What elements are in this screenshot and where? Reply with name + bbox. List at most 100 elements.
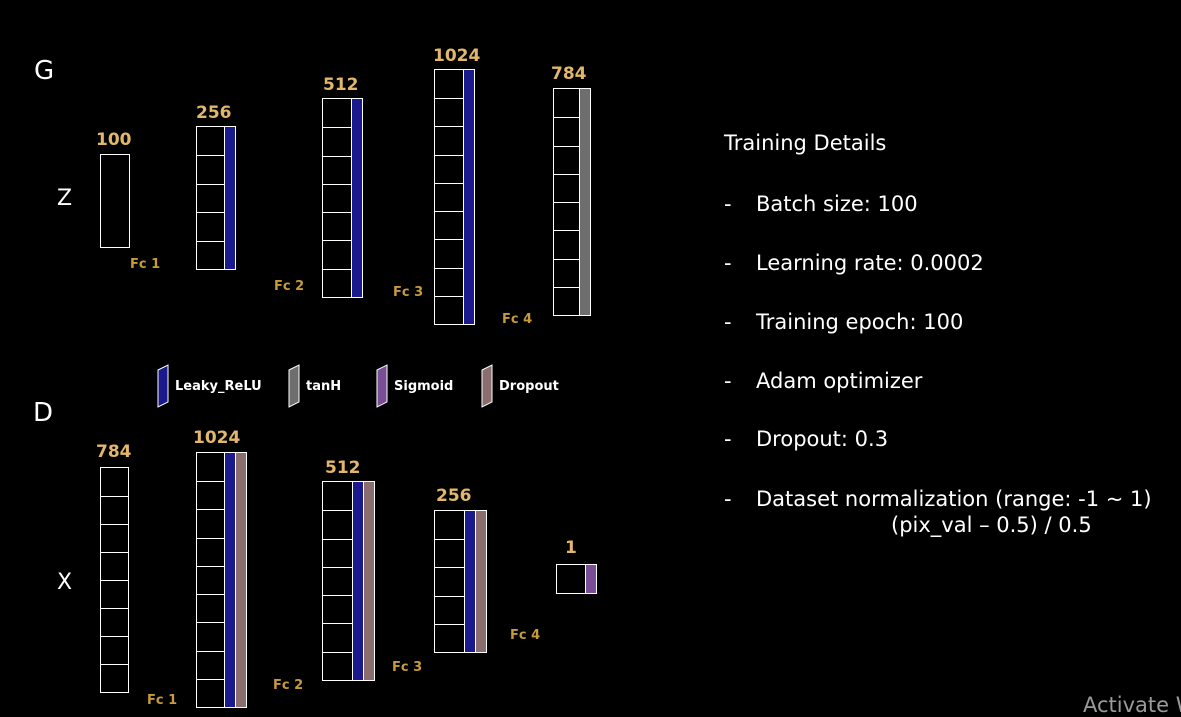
neuron-divider [101,636,128,637]
legend-label: Sigmoid [394,378,454,394]
neuron-divider [197,594,224,595]
g-layer-size-label: 512 [323,75,359,95]
tanh-strip [579,89,590,315]
neuron-divider [101,580,128,581]
neuron-divider [435,183,463,184]
g-layer-1 [100,154,130,248]
dropout-strip [475,511,486,652]
neuron-divider [435,567,464,568]
neuron-divider [323,212,351,213]
detail-text: Dropout: 0.3 [756,427,889,451]
neuron-divider [323,623,352,624]
g-fc-label: Fc 4 [502,312,533,327]
neuron-divider [554,174,579,175]
d-layer-size-label: 512 [325,458,361,478]
leaky-relu-strip [224,453,235,707]
dropout-swatch-icon [481,364,493,408]
neuron-divider [101,524,128,525]
discriminator-input-label: X [57,570,73,595]
g-layer-size-label: 100 [96,130,132,150]
g-layer-4 [434,69,475,325]
d-layer-size-label: 256 [436,486,472,506]
neuron-divider [323,240,351,241]
neuron-divider [435,126,463,127]
neuron-divider [323,567,352,568]
neuron-divider [101,608,128,609]
detail-text: Learning rate: 0.0002 [756,251,984,275]
neuron-divider [554,230,579,231]
neuron-divider [197,651,224,652]
d-layer-5 [556,564,597,594]
leaky-relu-strip [224,127,235,269]
neuron-divider [323,127,351,128]
neuron-divider [197,538,224,539]
detail-text: Dataset normalization (range: -1 ~ 1) [756,487,1152,511]
neuron-divider [435,296,463,297]
leaky-relu-strip [351,99,362,297]
neuron-divider [435,98,463,99]
neuron-divider [435,268,463,269]
detail-text: Batch size: 100 [756,192,918,216]
leaky-relu-strip [464,511,475,652]
g-layer-size-label: 784 [551,64,587,84]
d-layer-1 [100,467,129,693]
d-layer-4 [434,510,487,653]
neuron-divider [101,552,128,553]
neuron-divider [435,155,463,156]
bullet-dash: - [724,192,732,216]
neuron-divider [554,117,579,118]
d-layer-size-label: 1 [565,538,577,558]
neuron-divider [435,239,463,240]
sigmoid-strip [585,565,596,593]
neuron-divider [101,496,128,497]
g-layer-size-label: 256 [196,103,232,123]
neuron-divider [554,202,579,203]
d-fc-label: Fc 2 [273,678,304,693]
legend-label: Dropout [499,378,559,394]
neuron-divider [323,156,351,157]
neuron-divider [323,595,352,596]
g-fc-label: Fc 1 [130,257,161,272]
neuron-divider [323,510,352,511]
detail-text: Adam optimizer [756,369,923,393]
g-layer-size-label: 1024 [433,46,481,66]
neuron-divider [323,539,352,540]
bullet-dash: - [724,487,732,511]
legend-item-sigmoid: Sigmoid [376,364,453,408]
d-fc-label: Fc 1 [147,693,178,708]
d-layer-2 [196,452,247,708]
training-details-title: Training Details [724,131,887,155]
leaky-relu-swatch-icon [157,364,169,408]
d-layer-3 [322,481,375,681]
neuron-divider [197,155,224,156]
legend-label: tanH [306,378,342,394]
g-layer-3 [322,98,363,298]
neuron-divider [197,566,224,567]
leaky-relu-strip [463,70,474,324]
neuron-divider [197,184,224,185]
legend-item-leaky-relu: Leaky_ReLU [157,364,262,408]
generator-title: G [34,56,55,86]
activation-watermark: Activate W [1083,693,1181,717]
neuron-divider [197,212,224,213]
sigmoid-swatch-icon [376,364,388,408]
neuron-divider [323,269,351,270]
neuron-divider [197,679,224,680]
legend-item-tanh: tanH [288,364,341,408]
bullet-dash: - [724,251,732,275]
neuron-divider [323,184,351,185]
neuron-divider [101,664,128,665]
detail-subtext: (pix_val – 0.5) / 0.5 [891,513,1092,537]
dropout-strip [363,482,374,680]
neuron-divider [323,652,352,653]
d-fc-label: Fc 3 [392,660,423,675]
discriminator-title: D [33,398,54,428]
g-fc-label: Fc 3 [393,285,424,300]
tanh-swatch-icon [288,364,300,408]
neuron-divider [197,622,224,623]
d-fc-label: Fc 4 [510,628,541,643]
g-fc-label: Fc 2 [274,279,305,294]
leaky-relu-strip [352,482,363,680]
bullet-dash: - [724,427,732,451]
